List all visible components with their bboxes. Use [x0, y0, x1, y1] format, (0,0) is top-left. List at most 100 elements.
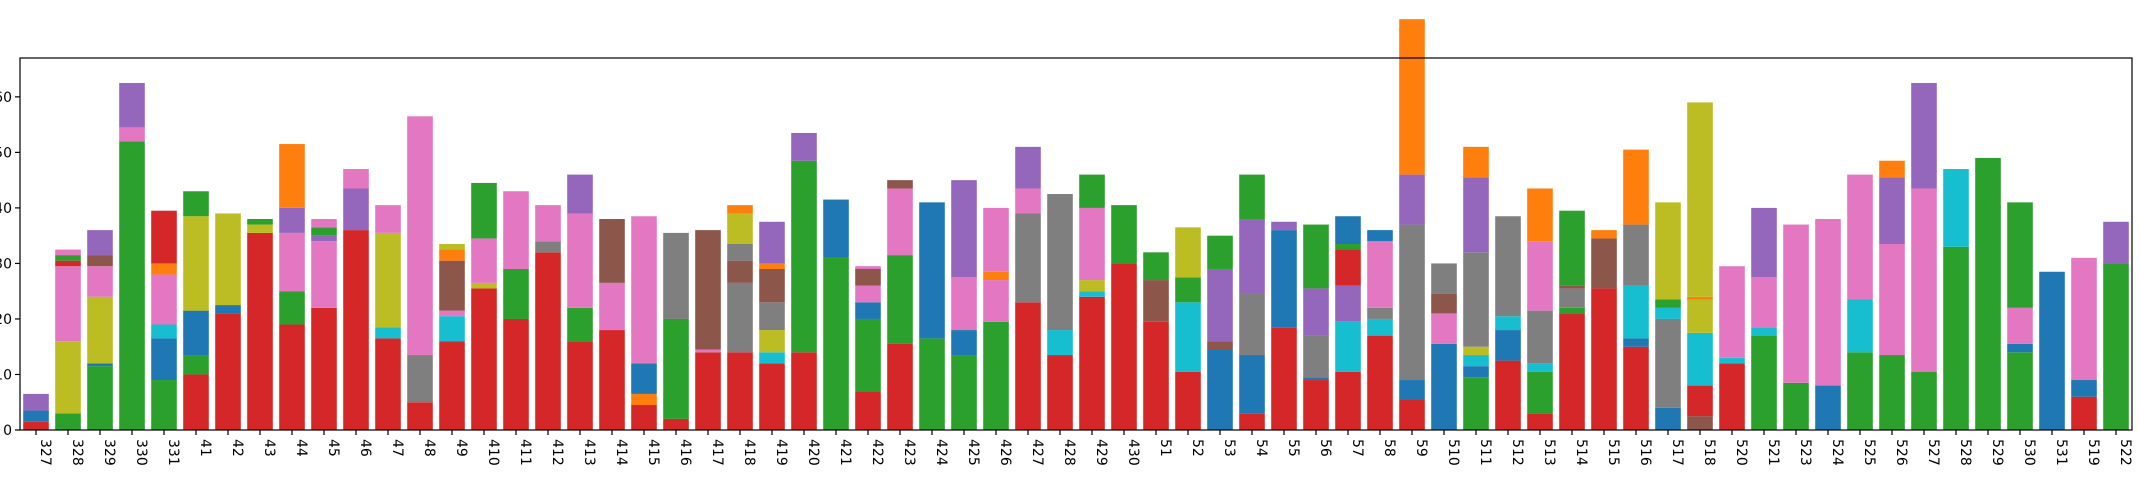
bar-segment-419-3	[759, 302, 785, 331]
bar-segment-424-1	[919, 202, 945, 339]
bar-segment-531-0	[2039, 271, 2065, 430]
bar-segment-415-3	[631, 216, 657, 364]
bar-segment-59-4	[1399, 19, 1425, 175]
x-tick-label-58: 58	[1381, 439, 1397, 457]
bar-segment-41-2	[183, 310, 209, 356]
bar-segment-528-1	[1943, 169, 1969, 247]
bar-segment-411-1	[503, 268, 529, 319]
bar-segment-410-0	[471, 288, 497, 430]
bar-segment-47-3	[375, 205, 401, 233]
bar-segment-48-0	[407, 402, 433, 430]
bar-segment-415-1	[631, 393, 657, 406]
bar-segment-513-2	[1527, 363, 1553, 372]
bar-segment-414-0	[599, 330, 625, 430]
bar-segment-429-0	[1079, 296, 1105, 430]
x-tick-label-330: 330	[133, 439, 149, 466]
y-tick-label-60: 60	[0, 90, 12, 106]
x-tick-label-523: 523	[1797, 439, 1813, 466]
bar-segment-419-6	[759, 221, 785, 264]
bar-segment-53-3	[1207, 235, 1233, 269]
bar-segment-530-0	[2007, 352, 2033, 430]
x-tick-label-42: 42	[229, 439, 245, 457]
bar-segment-328-4	[55, 255, 81, 261]
bar-segment-516-3	[1623, 224, 1649, 286]
bar-segment-58-4	[1367, 230, 1393, 242]
bar-segment-526-0	[1879, 355, 1905, 430]
bar-segment-422-5	[855, 266, 881, 269]
bar-segment-426-3	[983, 207, 1009, 272]
bar-segment-47-2	[375, 232, 401, 328]
bar-segment-510-1	[1431, 313, 1457, 344]
bar-segment-328-2	[55, 266, 81, 342]
bar-segment-430-0	[1111, 263, 1137, 430]
bar-segment-527-2	[1911, 82, 1937, 189]
bar-segment-428-2	[1047, 194, 1073, 331]
bar-segment-418-2	[727, 260, 753, 283]
x-tick-label-424: 424	[933, 439, 949, 466]
bar-segment-43-1	[247, 224, 273, 233]
x-tick-label-327: 327	[37, 439, 53, 466]
bar-segment-527-0	[1911, 371, 1937, 430]
bar-segment-52-0	[1175, 371, 1201, 430]
bar-segment-44-4	[279, 144, 305, 208]
bar-segment-53-0	[1207, 349, 1233, 430]
bar-segment-330-1	[119, 127, 145, 142]
x-tick-label-422: 422	[869, 439, 885, 466]
x-tick-label-525: 525	[1861, 439, 1877, 466]
bar-segment-518-0	[1687, 416, 1713, 430]
x-tick-label-521: 521	[1765, 439, 1781, 466]
x-tick-label-531: 531	[2053, 439, 2069, 466]
bar-segment-328-0	[55, 413, 81, 430]
bar-segment-45-1	[311, 241, 337, 308]
bar-segment-417-2	[695, 230, 721, 350]
bar-segment-425-3	[951, 180, 977, 278]
bar-segment-519-2	[2071, 257, 2097, 381]
bar-segment-48-2	[407, 116, 433, 356]
bar-segment-514-0	[1559, 313, 1585, 430]
bar-segment-518-1	[1687, 385, 1713, 417]
bar-segment-528-0	[1943, 246, 1969, 430]
bar-segment-54-3	[1239, 219, 1265, 294]
bar-segment-52-3	[1175, 227, 1201, 278]
x-tick-label-43: 43	[261, 439, 277, 457]
bar-segment-529-0	[1975, 157, 2001, 430]
bar-segment-329-2	[87, 296, 113, 364]
bar-segment-424-0	[919, 338, 945, 430]
bar-segment-512-1	[1495, 330, 1521, 361]
bar-segment-425-2	[951, 277, 977, 331]
bar-segment-419-1	[759, 352, 785, 364]
bar-segment-58-2	[1367, 307, 1393, 319]
bar-segment-518-5	[1687, 102, 1713, 297]
x-tick-label-54: 54	[1253, 439, 1269, 457]
bar-segment-417-0	[695, 352, 721, 430]
bar-segment-525-0	[1847, 352, 1873, 430]
bar-segment-48-1	[407, 355, 433, 403]
bar-segment-521-3	[1751, 207, 1777, 278]
bar-segment-327-0	[23, 421, 49, 430]
y-tick-label-20: 20	[0, 312, 12, 328]
bar-segment-521-2	[1751, 277, 1777, 328]
bar-segment-53-2	[1207, 268, 1233, 342]
bar-segment-524-0	[1815, 385, 1841, 430]
bar-segment-416-2	[663, 232, 689, 319]
bar-segment-517-2	[1655, 307, 1681, 319]
bar-segment-514-4	[1559, 210, 1585, 286]
bar-segment-331-4	[151, 263, 177, 275]
x-tick-label-59: 59	[1413, 439, 1429, 457]
x-tick-label-512: 512	[1509, 439, 1525, 466]
bar-segment-329-4	[87, 255, 113, 267]
bar-segment-329-1	[87, 363, 113, 367]
bar-segment-413-1	[567, 307, 593, 342]
x-tick-label-416: 416	[677, 439, 693, 466]
x-tick-label-41: 41	[197, 439, 213, 457]
x-tick-label-428: 428	[1061, 439, 1077, 466]
bar-segment-520-2	[1719, 266, 1745, 358]
x-tick-label-511: 511	[1477, 439, 1493, 466]
bar-segment-514-2	[1559, 288, 1585, 308]
bar-segment-58-3	[1367, 241, 1393, 308]
bar-segment-511-4	[1463, 252, 1489, 347]
x-tick-label-46: 46	[357, 439, 373, 457]
bar-segment-418-3	[727, 244, 753, 261]
bar-segment-510-3	[1431, 263, 1457, 294]
